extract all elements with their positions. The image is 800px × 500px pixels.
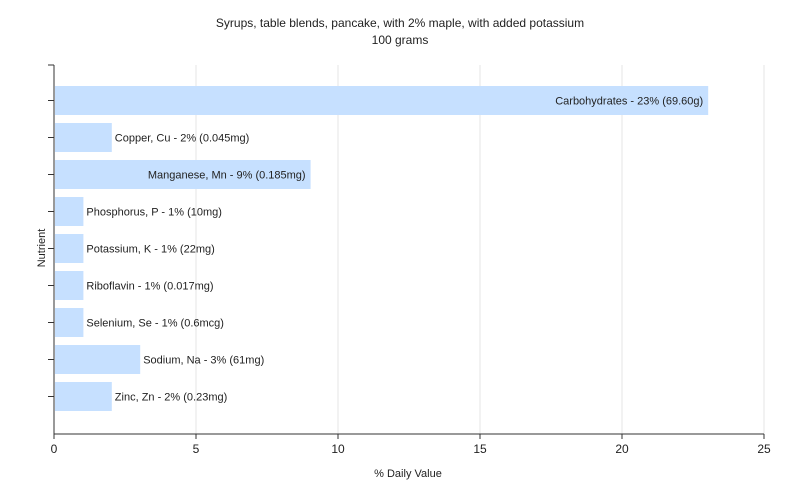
bar-label: Carbohydrates - 23% (69.60g) xyxy=(555,96,703,108)
x-tick-label: 25 xyxy=(757,442,771,456)
bar-label: Copper, Cu - 2% (0.045mg) xyxy=(115,133,250,145)
bars-group: Carbohydrates - 23% (69.60g) Copper, Cu -… xyxy=(55,86,709,411)
bar-label: Sodium, Na - 3% (61mg) xyxy=(143,355,264,367)
bar-label: Potassium, K - 1% (22mg) xyxy=(86,244,214,256)
y-axis-label: Nutrient xyxy=(36,229,48,268)
bar xyxy=(55,86,709,115)
bar xyxy=(55,234,84,263)
bar xyxy=(55,160,311,189)
x-tick-label: 0 xyxy=(51,442,58,456)
bar-label: Selenium, Se - 1% (0.6mcg) xyxy=(86,318,224,330)
chart-subtitle: 100 grams xyxy=(372,33,429,47)
bar-label: Phosphorus, P - 1% (10mg) xyxy=(86,207,222,219)
bar-label: Manganese, Mn - 9% (0.185mg) xyxy=(148,170,306,182)
bar xyxy=(55,197,84,226)
bar xyxy=(55,123,112,152)
bar xyxy=(55,308,84,337)
chart-title: Syrups, table blends, pancake, with 2% m… xyxy=(216,16,584,30)
bar xyxy=(55,382,112,411)
x-axis-label: % Daily Value xyxy=(374,468,442,480)
axes-group: 0 5 10 15 20 25 xyxy=(48,64,771,456)
bar xyxy=(55,271,84,300)
x-tick-label: 5 xyxy=(193,442,200,456)
grid-lines xyxy=(195,65,765,434)
x-tick-label: 10 xyxy=(331,442,345,456)
bar xyxy=(55,345,141,374)
bar-label: Riboflavin - 1% (0.017mg) xyxy=(86,281,213,293)
x-tick-label: 15 xyxy=(473,442,487,456)
x-tick-label: 20 xyxy=(615,442,629,456)
bar-label: Zinc, Zn - 2% (0.23mg) xyxy=(115,392,227,404)
